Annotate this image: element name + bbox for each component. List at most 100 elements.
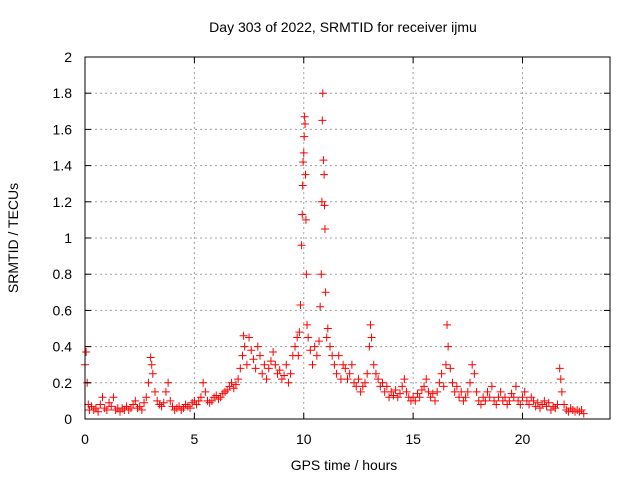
data-point (466, 378, 474, 387)
data-point (161, 387, 170, 396)
data-point (223, 386, 232, 395)
data-point (122, 402, 131, 411)
data-point (153, 396, 162, 405)
data-point (124, 405, 133, 414)
data-point (385, 393, 394, 402)
data-point (186, 404, 194, 413)
data-point (485, 393, 494, 402)
data-point (301, 170, 310, 179)
data-point (227, 378, 236, 387)
data-point (575, 407, 584, 416)
data-point (175, 402, 184, 411)
data-point (273, 369, 282, 378)
data-point (400, 375, 409, 384)
data-point (155, 400, 164, 409)
data-point (463, 387, 472, 396)
data-point (514, 396, 523, 405)
data-point (196, 393, 205, 402)
data-point (531, 402, 540, 411)
data-point (300, 112, 309, 121)
data-point (194, 396, 203, 405)
data-point (322, 333, 331, 342)
data-point (183, 402, 192, 411)
data-point (326, 342, 334, 351)
data-point (240, 342, 249, 351)
y-tick-label: 0.4 (53, 339, 73, 355)
data-point (428, 389, 437, 398)
x-tick-label: 5 (190, 431, 198, 447)
data-point (144, 378, 153, 387)
data-point (258, 369, 267, 378)
data-point (214, 395, 223, 404)
data-point (256, 351, 264, 360)
data-point (284, 378, 293, 387)
data-point (417, 386, 426, 395)
y-tick-label: 1.6 (53, 121, 73, 137)
data-point (297, 241, 306, 250)
data-point (245, 333, 254, 342)
data-point (505, 396, 514, 405)
data-point (422, 375, 431, 384)
data-point (286, 369, 295, 378)
data-point (420, 382, 429, 391)
data-point (253, 342, 262, 351)
data-point (142, 393, 151, 402)
data-point (102, 405, 111, 414)
data-point (468, 360, 477, 369)
data-point (579, 409, 588, 418)
data-point (225, 382, 234, 391)
data-point (396, 389, 404, 398)
data-point (389, 391, 398, 400)
data-point (146, 353, 155, 362)
data-point (490, 396, 499, 405)
data-point (511, 382, 520, 391)
chart-title: Day 303 of 2022, SRMTID for receiver ijm… (209, 19, 477, 35)
data-point (82, 348, 91, 357)
data-point (365, 342, 374, 351)
data-point (441, 360, 450, 369)
data-point (310, 342, 319, 351)
data-point (89, 405, 98, 414)
data-point (483, 387, 492, 396)
data-point (343, 375, 352, 384)
data-point (260, 360, 269, 369)
data-point (387, 387, 396, 396)
data-point (533, 398, 542, 407)
data-point (501, 393, 509, 402)
data-point (557, 387, 566, 396)
data-point (529, 396, 538, 405)
data-point (96, 400, 105, 409)
y-tick-label: 1.4 (53, 158, 73, 174)
data-point (212, 391, 221, 400)
data-point (492, 400, 501, 409)
data-point (413, 389, 422, 398)
y-tick-label: 1.2 (53, 194, 73, 210)
data-point (525, 400, 534, 409)
data-point (341, 364, 350, 373)
data-point (317, 270, 326, 279)
data-point (205, 398, 214, 407)
data-point (555, 364, 564, 373)
data-point (129, 400, 138, 409)
data-point (356, 387, 365, 396)
data-point (470, 369, 479, 378)
data-point (549, 402, 558, 411)
data-point (444, 342, 453, 351)
data-point (443, 320, 452, 329)
data-point (339, 360, 348, 369)
data-point (433, 387, 442, 396)
data-point (266, 357, 275, 366)
data-point (137, 405, 146, 414)
data-point (140, 398, 149, 407)
data-points (81, 89, 588, 418)
data-point (556, 375, 565, 384)
data-point (221, 387, 229, 396)
data-point (347, 360, 356, 369)
data-point (98, 393, 107, 402)
data-point (551, 404, 560, 413)
data-point (358, 382, 367, 391)
data-point (239, 331, 248, 340)
data-point (459, 396, 468, 405)
data-point (566, 404, 575, 413)
data-point (151, 387, 159, 396)
